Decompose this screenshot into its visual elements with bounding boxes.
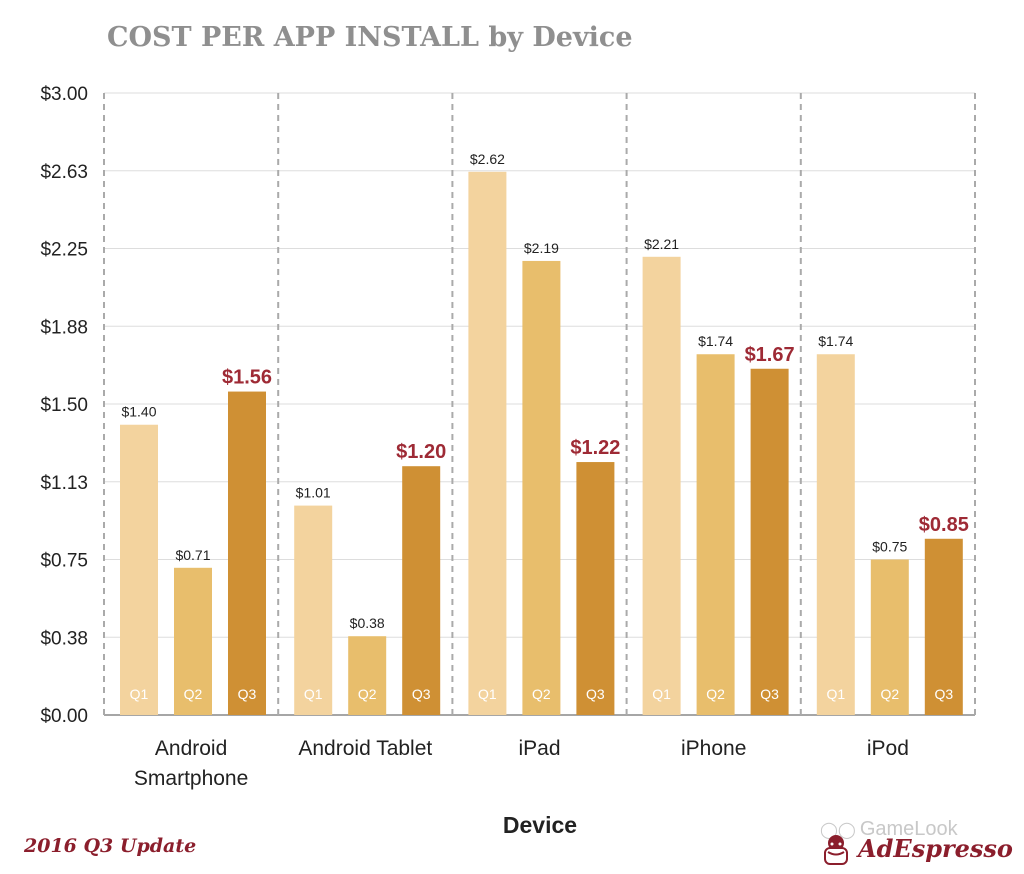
bar-value-label: $2.19 — [524, 240, 559, 256]
bar-q1 — [642, 256, 681, 715]
bar-series-label: Q1 — [130, 686, 149, 702]
bar-series-label: Q2 — [532, 686, 551, 702]
watermark-text: GameLook — [859, 818, 958, 840]
y-tick-label: $2.63 — [40, 162, 88, 183]
chat-bubble-icon: ◯◯ — [820, 822, 856, 839]
bar-series-label: Q1 — [826, 686, 845, 702]
x-category-label: Android Smartphone — [134, 737, 248, 790]
x-axis-title: Device — [503, 812, 577, 838]
bar-q2 — [870, 559, 909, 715]
footer-note: 2016 Q3 Update — [24, 835, 197, 857]
bar-q2 — [348, 636, 387, 715]
bar-value-label: $1.74 — [818, 333, 853, 349]
bar-q3 — [576, 462, 615, 715]
bar-value-label: $1.56 — [222, 367, 272, 389]
bar-q2 — [696, 354, 735, 715]
x-category-label: Android Tablet — [298, 737, 432, 760]
bar-q1 — [294, 505, 333, 715]
bar-series-label: Q3 — [412, 686, 431, 702]
bar-value-label: $0.71 — [175, 547, 210, 563]
bar-value-label: $1.20 — [396, 441, 446, 463]
y-tick-label: $1.50 — [40, 395, 88, 416]
bar-value-label: $1.01 — [296, 485, 331, 501]
y-tick-label: $3.00 — [40, 84, 88, 105]
bar-q3 — [924, 538, 963, 715]
data-labels: Q1 $1.40 Q2 $0.71 Q3 $1.56 Q1 $1.01 Q2 $0.38 Q3 $1.… — [121, 151, 968, 702]
bar-series-label: Q2 — [184, 686, 203, 702]
y-tick-label: $2.25 — [40, 240, 88, 261]
bar-q2 — [522, 260, 561, 715]
bar-value-label: $1.74 — [698, 333, 733, 349]
bar-value-label: $0.75 — [872, 539, 907, 555]
watermark: ◯◯ GameLook — [820, 818, 958, 841]
brand-text: AdEspresso — [858, 834, 1013, 863]
bar-series-label: Q1 — [304, 686, 323, 702]
y-tick-label: $0.75 — [40, 551, 88, 572]
bar-value-label: $1.40 — [121, 404, 156, 420]
x-axis-categories: Android Smartphone Android Tablet iPad iPhon… — [134, 737, 909, 790]
bar-series-label: Q2 — [706, 686, 725, 702]
bar-value-label: $2.21 — [644, 236, 679, 252]
brand-logo: AdEspresso — [818, 832, 1013, 868]
bar-q1 — [816, 354, 855, 715]
bar-q1 — [468, 171, 507, 715]
x-category-label: iPhone — [681, 737, 746, 760]
mascot-icon — [824, 835, 848, 865]
bar-series-label: Q3 — [586, 686, 605, 702]
bar-series-label: Q2 — [880, 686, 899, 702]
y-tick-label: $1.88 — [40, 317, 88, 338]
bar-value-label: $0.38 — [350, 615, 385, 631]
bar-series-label: Q3 — [934, 686, 953, 702]
y-axis-ticks: $0.00 $0.38 $0.75 $1.13 $1.50 $1.88 $2.25 $2.63… — [40, 84, 88, 727]
bar-series-label: Q1 — [478, 686, 497, 702]
bar-value-label: $1.67 — [745, 344, 795, 366]
bar-q3 — [402, 466, 441, 715]
y-tick-label: $0.38 — [40, 628, 88, 649]
bar-value-label: $2.62 — [470, 151, 505, 167]
chart-title: COST PER APP INSTALL by Device — [107, 22, 633, 53]
bar-q2 — [174, 567, 212, 715]
y-tick-label: $0.00 — [40, 706, 88, 727]
bar-series-label: Q3 — [760, 686, 779, 702]
bar-series-label: Q2 — [358, 686, 377, 702]
x-category-label: iPad — [518, 737, 560, 760]
bar-q1 — [120, 424, 158, 715]
bar-value-label: $0.85 — [919, 514, 969, 536]
bar-value-label: $1.22 — [570, 437, 620, 459]
bar-series-label: Q1 — [652, 686, 671, 702]
bar-series-label: Q3 — [238, 686, 257, 702]
y-tick-label: $1.13 — [40, 473, 88, 494]
x-category-label: iPod — [867, 737, 909, 760]
bar-q3 — [750, 368, 789, 715]
bar-q3 — [228, 391, 266, 715]
bars — [120, 171, 963, 715]
